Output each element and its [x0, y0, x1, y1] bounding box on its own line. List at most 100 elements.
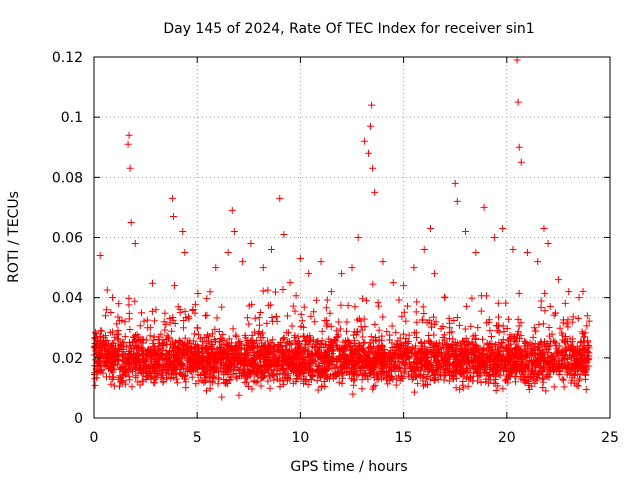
data-point [282, 346, 290, 354]
data-point [180, 324, 188, 332]
data-point [269, 370, 277, 378]
data-point [107, 363, 115, 371]
data-point-peak [410, 264, 418, 272]
data-point [457, 340, 465, 348]
data-point [125, 338, 133, 346]
data-point [367, 333, 375, 341]
data-point [501, 356, 509, 364]
data-point [576, 338, 584, 346]
data-point [375, 336, 383, 344]
data-point [189, 306, 197, 314]
data-point [194, 348, 202, 356]
data-point [157, 373, 165, 381]
data-point [462, 334, 470, 342]
data-point [206, 384, 214, 392]
data-point [505, 315, 513, 323]
data-point [307, 312, 315, 320]
data-point [142, 336, 150, 344]
data-point [494, 327, 502, 335]
data-point [563, 320, 571, 328]
data-point [563, 355, 571, 363]
data-point [382, 367, 390, 375]
data-point [575, 360, 583, 368]
data-point [448, 328, 456, 336]
data-point [358, 385, 366, 393]
data-point [359, 357, 367, 365]
data-point [545, 362, 553, 370]
data-point [420, 310, 428, 318]
data-point [208, 330, 216, 338]
data-point [107, 309, 115, 317]
data-point [535, 371, 543, 379]
data-point [369, 383, 377, 391]
data-point [504, 373, 512, 381]
data-point [257, 334, 265, 342]
data-point [166, 314, 174, 322]
data-point [381, 350, 389, 358]
data-point [387, 347, 395, 355]
data-point-peak [523, 249, 531, 257]
data-point [469, 364, 477, 372]
data-point [520, 342, 528, 350]
data-point [356, 350, 364, 358]
data-point [286, 354, 294, 362]
data-point [478, 355, 486, 363]
data-point [450, 317, 458, 325]
data-point [114, 336, 122, 344]
data-point [194, 331, 202, 339]
data-point [426, 375, 434, 383]
data-point [538, 374, 546, 382]
data-point [288, 322, 296, 330]
data-point [474, 324, 482, 332]
data-point [405, 331, 413, 339]
data-point [243, 337, 251, 345]
data-point [415, 371, 423, 379]
data-point [441, 372, 449, 380]
data-point [320, 351, 328, 359]
data-point [419, 303, 427, 311]
data-point [445, 364, 453, 372]
data-point [273, 317, 281, 325]
data-point-peak [230, 227, 238, 235]
data-point [580, 346, 588, 354]
data-point [172, 370, 180, 378]
data-point-peak [276, 194, 284, 202]
data-point [191, 300, 199, 308]
data-point [265, 372, 273, 380]
data-point [182, 365, 190, 373]
data-point [578, 352, 586, 360]
data-point [442, 354, 450, 362]
data-point [574, 382, 582, 390]
data-point [317, 352, 325, 360]
data-point-peak [400, 282, 408, 290]
data-point [229, 362, 237, 370]
data-point [303, 333, 311, 341]
data-point [475, 365, 483, 373]
data-point [527, 349, 535, 357]
data-point [346, 339, 354, 347]
data-point [171, 319, 179, 327]
data-point [234, 345, 242, 353]
data-point [286, 360, 294, 368]
y-tick-label: 0.04 [52, 291, 83, 307]
data-point [553, 350, 561, 358]
data-point [126, 376, 134, 384]
data-point [203, 295, 211, 303]
data-point [499, 339, 507, 347]
data-point [99, 338, 107, 346]
data-point [106, 329, 114, 337]
data-point-peak [179, 227, 187, 235]
data-point [541, 289, 549, 297]
data-point [526, 344, 534, 352]
data-point [423, 381, 431, 389]
data-point [422, 346, 430, 354]
data-point [352, 346, 360, 354]
data-point [585, 317, 593, 325]
data-point [398, 312, 406, 320]
data-point [125, 372, 133, 380]
data-point [247, 368, 255, 376]
data-point [421, 356, 429, 364]
data-point [189, 366, 197, 374]
data-point [427, 323, 435, 331]
data-point [281, 352, 289, 360]
